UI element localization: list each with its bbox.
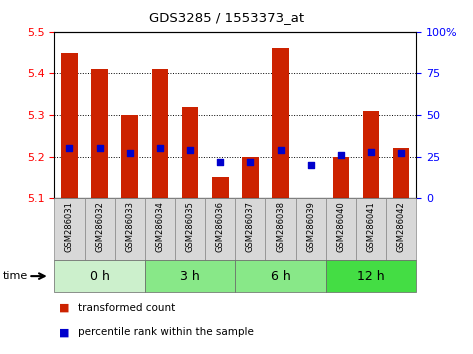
Bar [386, 198, 416, 260]
Text: GSM286034: GSM286034 [156, 201, 165, 252]
Text: GSM286041: GSM286041 [367, 201, 376, 252]
Bar [356, 198, 386, 260]
Point [397, 150, 405, 156]
Text: 6 h: 6 h [271, 270, 290, 282]
Text: GSM286038: GSM286038 [276, 201, 285, 252]
Bar [235, 198, 265, 260]
Text: GDS3285 / 1553373_at: GDS3285 / 1553373_at [149, 11, 305, 24]
Bar [326, 260, 416, 292]
Text: 3 h: 3 h [180, 270, 200, 282]
Bar [182, 107, 198, 198]
Bar [242, 156, 259, 198]
Text: ■: ■ [59, 327, 70, 337]
Bar [114, 198, 145, 260]
Bar [265, 198, 296, 260]
Text: 12 h: 12 h [357, 270, 385, 282]
Bar [54, 198, 85, 260]
Point [367, 149, 375, 154]
Bar [145, 198, 175, 260]
Point [246, 159, 254, 165]
Text: GSM286039: GSM286039 [306, 201, 315, 252]
Text: GSM286042: GSM286042 [397, 201, 406, 252]
Bar [363, 111, 379, 198]
Text: time: time [2, 271, 27, 281]
Bar [393, 148, 410, 198]
Text: 0 h: 0 h [90, 270, 110, 282]
Bar [333, 156, 349, 198]
Bar [122, 115, 138, 198]
Bar [91, 69, 108, 198]
Point [217, 159, 224, 165]
Text: ■: ■ [59, 303, 70, 313]
Text: GSM286036: GSM286036 [216, 201, 225, 252]
Bar [175, 198, 205, 260]
Bar [145, 260, 235, 292]
Bar [296, 198, 326, 260]
Point [337, 152, 345, 158]
Text: GSM286040: GSM286040 [336, 201, 345, 252]
Point [96, 145, 104, 151]
Bar [272, 48, 289, 198]
Text: GSM286037: GSM286037 [246, 201, 255, 252]
Text: GSM286035: GSM286035 [185, 201, 194, 252]
Text: GSM286032: GSM286032 [95, 201, 104, 252]
Bar [54, 260, 145, 292]
Text: percentile rank within the sample: percentile rank within the sample [78, 327, 254, 337]
Text: transformed count: transformed count [78, 303, 175, 313]
Text: GSM286033: GSM286033 [125, 201, 134, 252]
Bar [326, 198, 356, 260]
Point [186, 147, 194, 153]
Point [307, 162, 315, 168]
Bar [205, 198, 235, 260]
Bar [152, 69, 168, 198]
Bar [212, 177, 228, 198]
Point [277, 147, 284, 153]
Bar [61, 53, 78, 198]
Bar [235, 260, 326, 292]
Point [156, 145, 164, 151]
Point [126, 150, 133, 156]
Bar [85, 198, 114, 260]
Text: GSM286031: GSM286031 [65, 201, 74, 252]
Point [66, 145, 73, 151]
